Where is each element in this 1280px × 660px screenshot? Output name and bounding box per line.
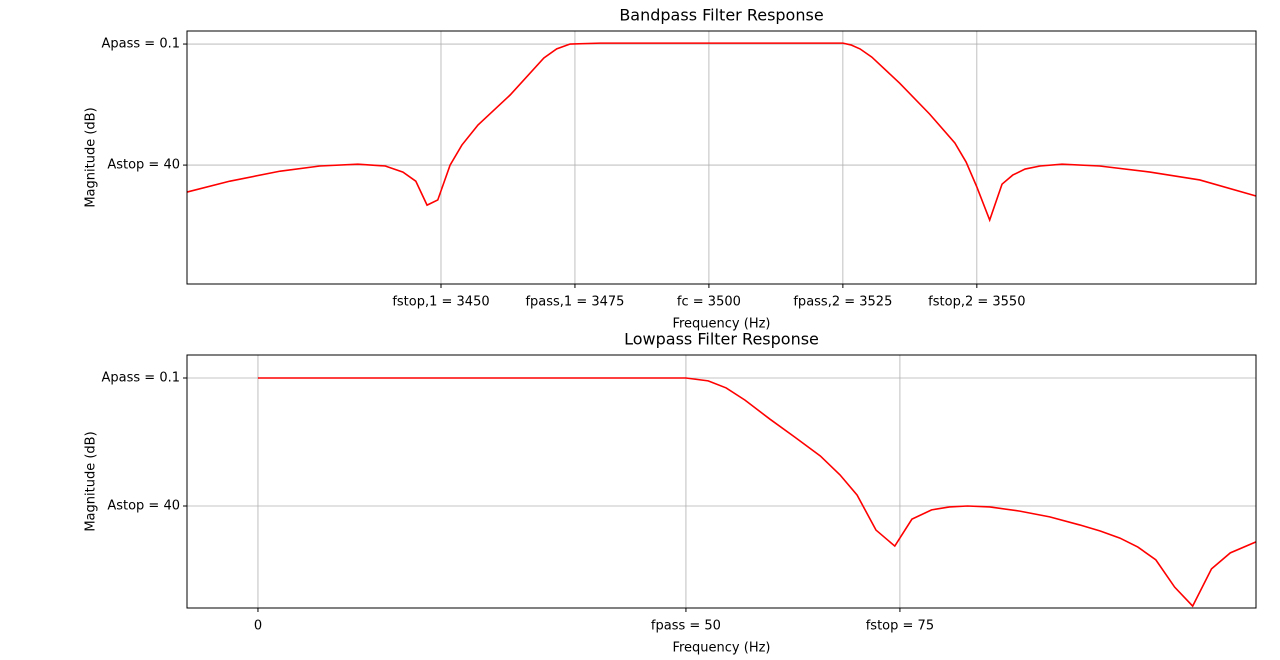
y-axis-label: Magnitude (dB) [84,431,99,531]
x-axis-label: Frequency (Hz) [672,641,770,656]
y-tick-label: Astop = 40 [107,498,180,513]
x-tick-label: fc = 3500 [677,295,741,310]
x-axis-label: Frequency (Hz) [672,317,770,332]
x-tick-label: fpass,2 = 3525 [793,295,892,310]
y-tick-label: Apass = 0.1 [102,37,181,52]
y-tick-label: Astop = 40 [107,158,180,173]
plot-area [187,31,1256,284]
x-tick-label: fstop = 75 [866,619,934,634]
x-tick-label: 0 [254,619,262,634]
line [186,42,1257,223]
plot-area [187,355,1256,608]
x-tick-label: fstop,1 = 3450 [392,295,489,310]
y-tick-label: Apass = 0.1 [102,371,181,386]
x-tick-label: fpass,1 = 3475 [525,295,624,310]
y-axis-label: Magnitude (dB) [84,107,99,207]
x-tick-label: fstop,2 = 3550 [928,295,1025,310]
axes-frame [186,30,1257,285]
chart-title: Lowpass Filter Response [624,330,819,349]
axes-frame [186,354,1257,609]
chart-title: Bandpass Filter Response [619,6,823,25]
line [257,377,1257,608]
x-tick-label: fpass = 50 [651,619,721,634]
